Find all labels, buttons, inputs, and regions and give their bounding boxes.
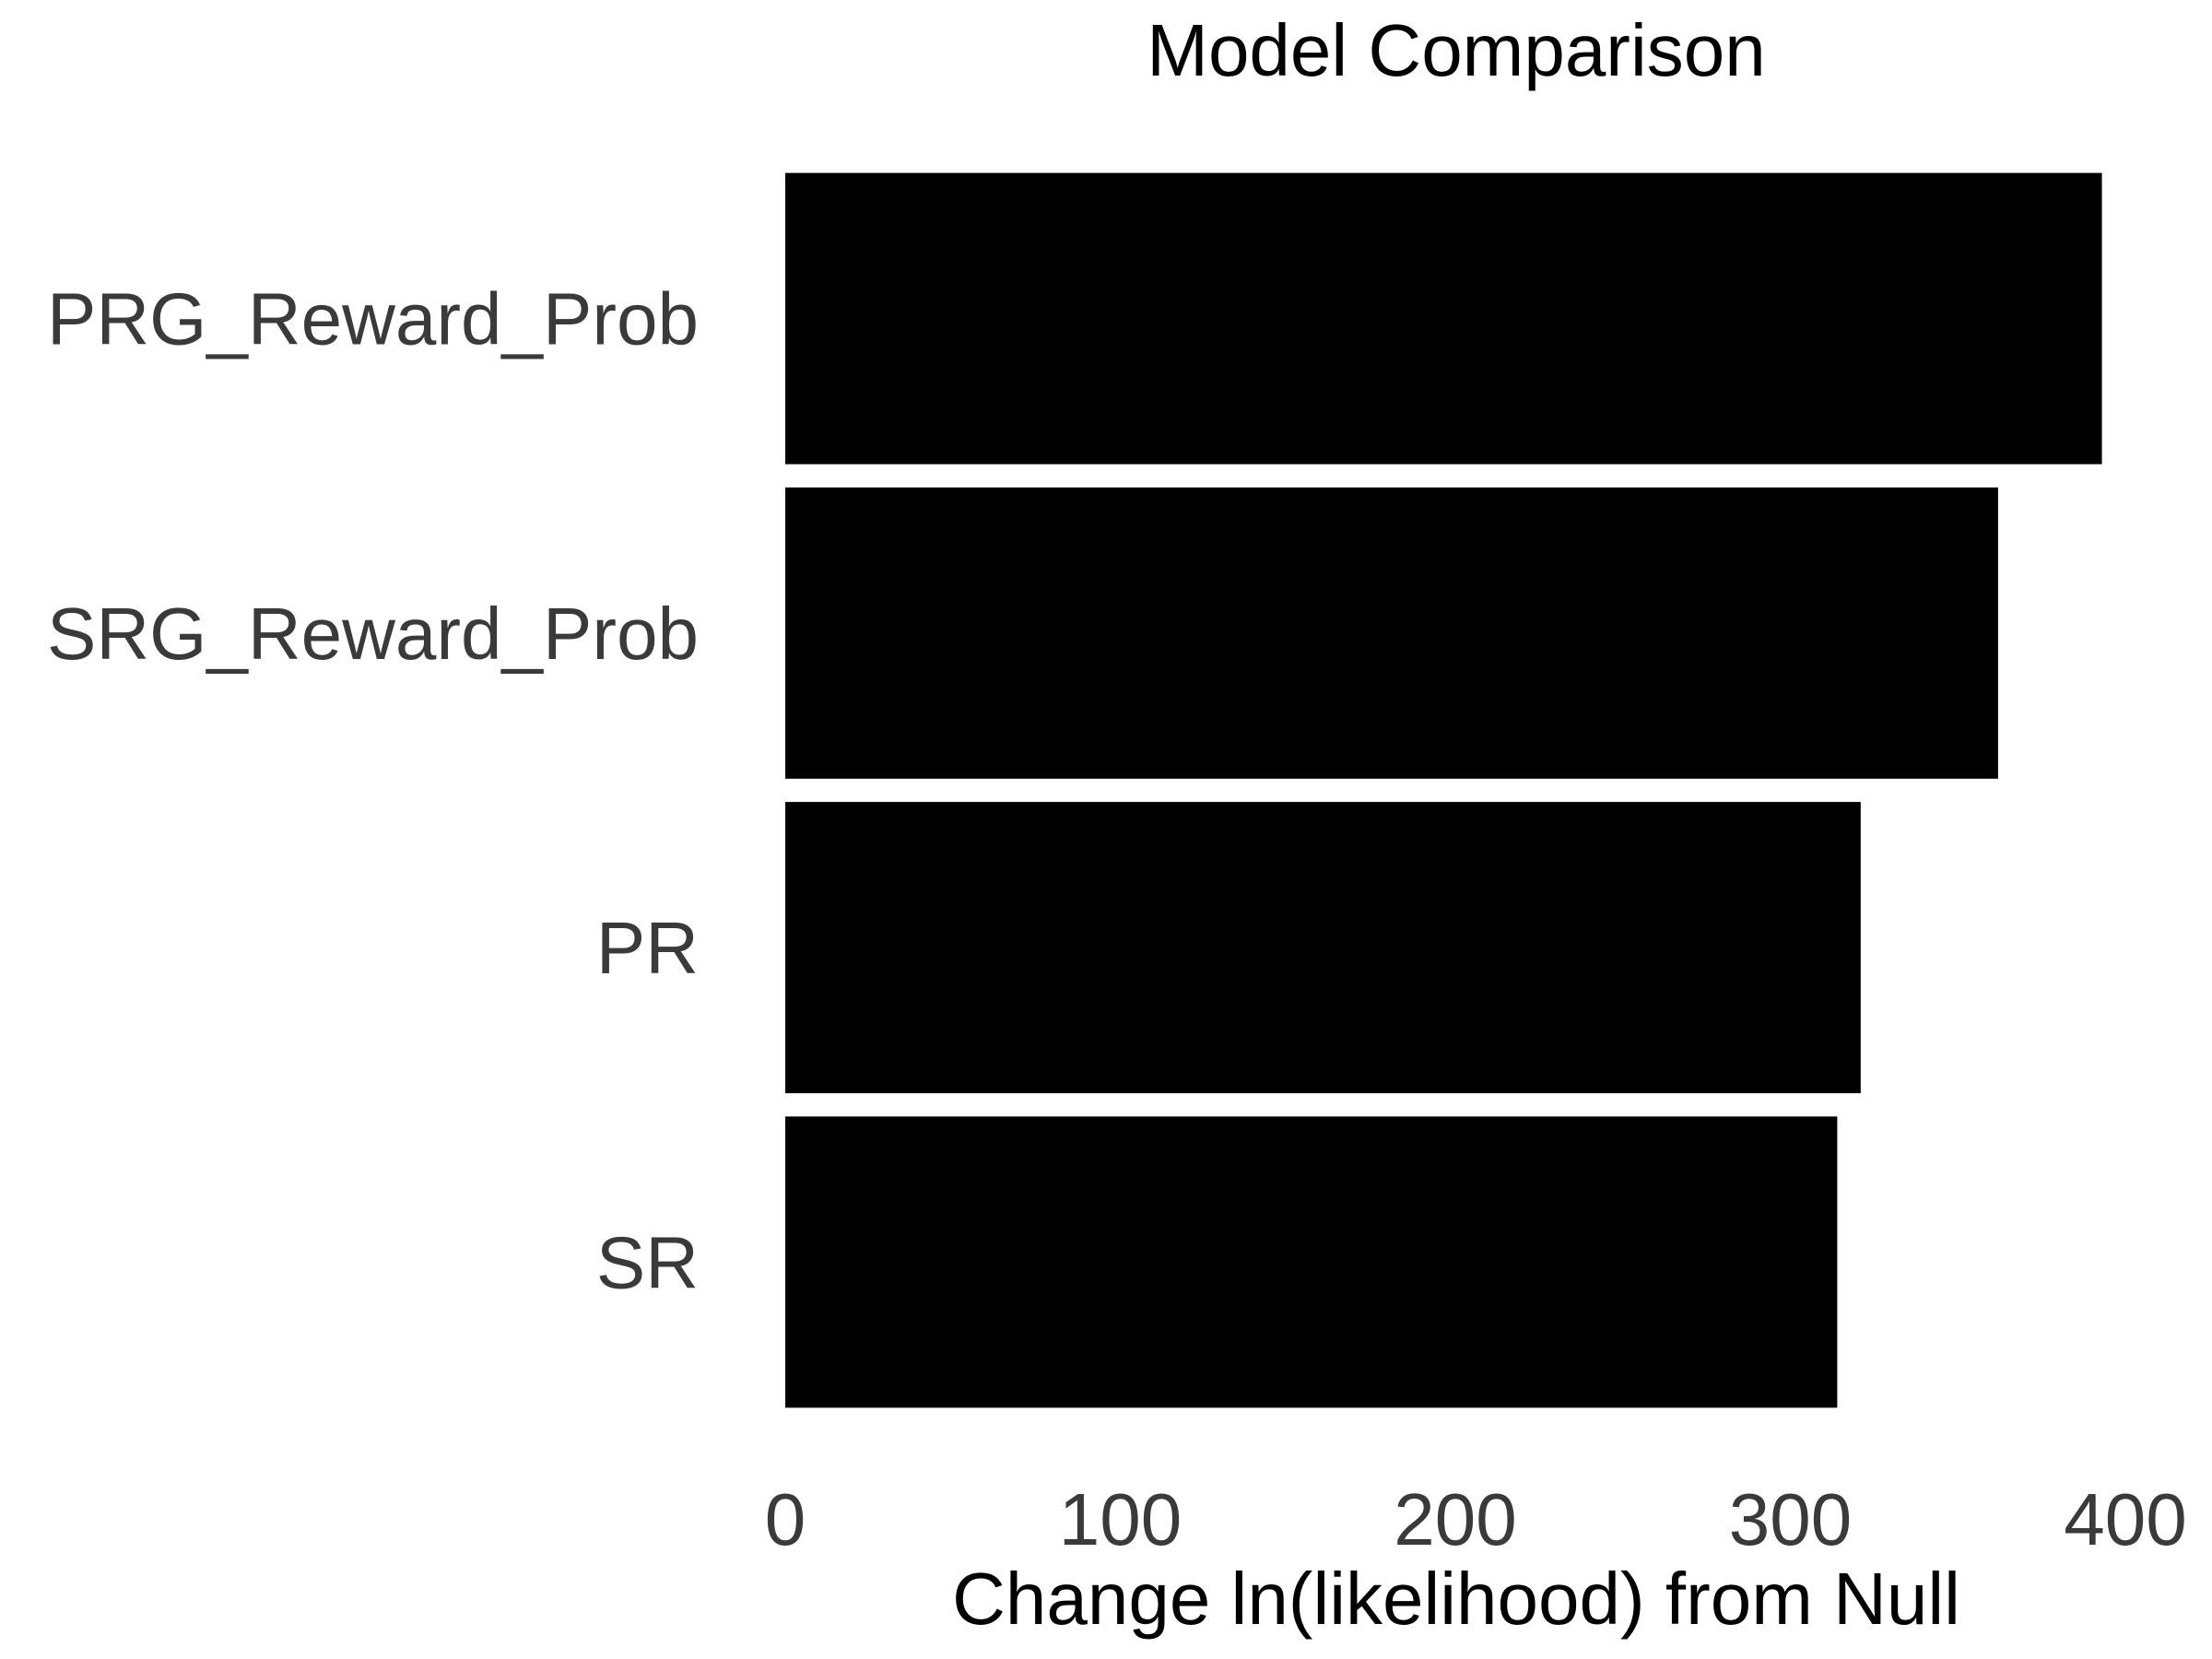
chart-title: Model Comparison [1147, 9, 1765, 91]
x-tick-label: 400 [2064, 1478, 2186, 1560]
x-tick-labels-group: 0 100 200 300 400 [765, 1478, 2187, 1560]
category-label: SR [596, 1221, 699, 1303]
bar-sr [785, 1116, 1838, 1408]
bar-prg-reward-prob [785, 172, 2102, 465]
category-label: PRG_Reward_Prob [47, 278, 699, 360]
x-tick-label: 300 [1729, 1478, 1852, 1560]
bars-group [785, 172, 2102, 1408]
x-tick-label: 100 [1059, 1478, 1182, 1560]
x-tick-label: 200 [1394, 1478, 1516, 1560]
bar-srg-reward-prob [785, 487, 1998, 779]
category-label: PR [596, 907, 699, 989]
bar-pr [785, 802, 1861, 1094]
x-axis-title: Change ln(likelihood) from Null [952, 1558, 1960, 1640]
category-label: SRG_Reward_Prob [47, 593, 699, 675]
x-tick-label: 0 [765, 1478, 806, 1560]
category-labels-group: PRG_Reward_Prob SRG_Reward_Prob PR SR [47, 278, 699, 1304]
